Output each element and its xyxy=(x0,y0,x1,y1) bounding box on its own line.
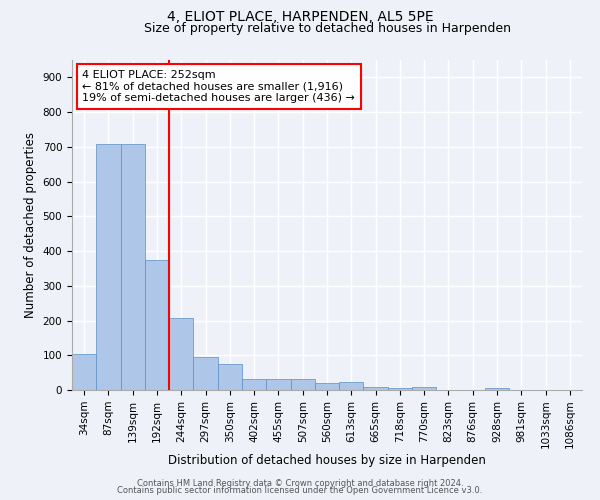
Bar xyxy=(485,388,509,390)
Text: 4, ELIOT PLACE, HARPENDEN, AL5 5PE: 4, ELIOT PLACE, HARPENDEN, AL5 5PE xyxy=(167,10,433,24)
Text: Contains HM Land Registry data © Crown copyright and database right 2024.: Contains HM Land Registry data © Crown c… xyxy=(137,478,463,488)
Bar xyxy=(388,388,412,390)
Text: 4 ELIOT PLACE: 252sqm
← 81% of detached houses are smaller (1,916)
19% of semi-d: 4 ELIOT PLACE: 252sqm ← 81% of detached … xyxy=(82,70,355,103)
Text: Contains public sector information licensed under the Open Government Licence v3: Contains public sector information licen… xyxy=(118,486,482,495)
Bar xyxy=(145,260,169,390)
Bar xyxy=(218,364,242,390)
Bar xyxy=(290,378,315,390)
Bar xyxy=(315,383,339,390)
Bar xyxy=(364,387,388,390)
Bar xyxy=(339,382,364,390)
Bar xyxy=(193,356,218,390)
Bar xyxy=(121,144,145,390)
X-axis label: Distribution of detached houses by size in Harpenden: Distribution of detached houses by size … xyxy=(168,454,486,467)
Title: Size of property relative to detached houses in Harpenden: Size of property relative to detached ho… xyxy=(143,22,511,35)
Bar xyxy=(72,354,96,390)
Bar xyxy=(96,144,121,390)
Bar xyxy=(169,318,193,390)
Bar xyxy=(266,378,290,390)
Y-axis label: Number of detached properties: Number of detached properties xyxy=(24,132,37,318)
Bar xyxy=(412,386,436,390)
Bar xyxy=(242,379,266,390)
